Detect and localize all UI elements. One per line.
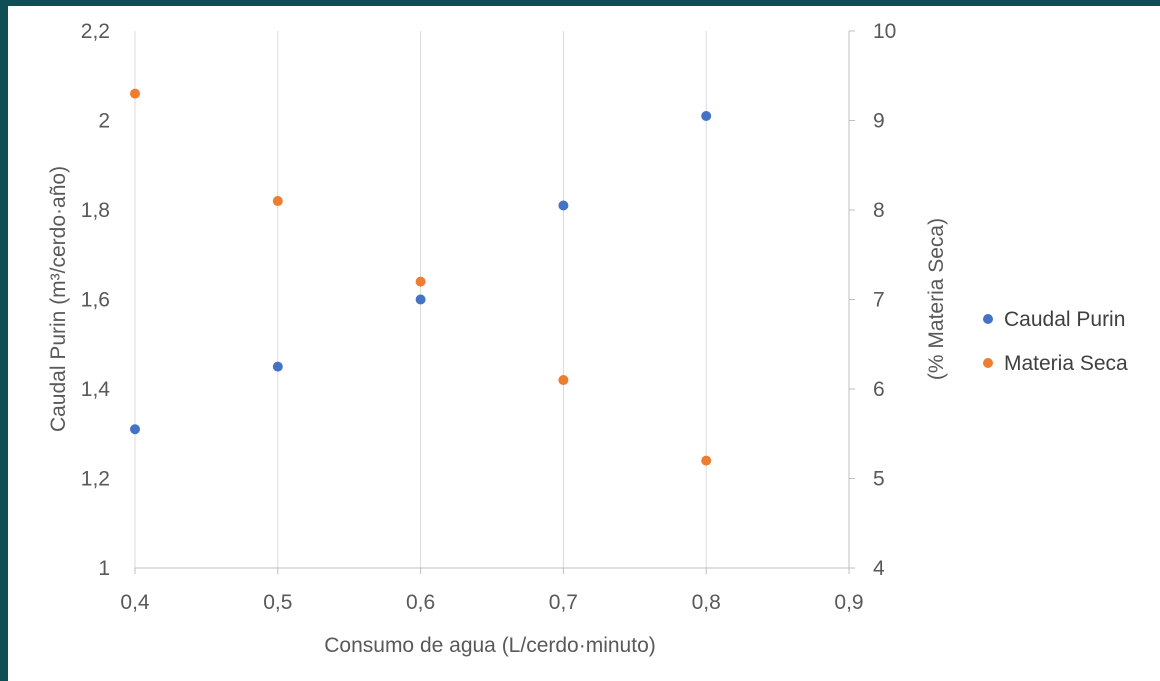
legend-label: Caudal Purin (1004, 308, 1125, 331)
tick-labels: 0,4 0,5 0,6 0,7 0,8 0,9 1 1,2 1,4 1,6 1,8 2 2,2 4 5 6 7 8… (81, 20, 897, 614)
caudal-purin-point (130, 424, 140, 435)
y-right-tick-label: 4 (873, 557, 885, 580)
materia-seca-point (701, 455, 712, 466)
caudal-purin-point (701, 111, 712, 122)
y-axis-left-title: Caudal Purin (m³/cerdo·año) (47, 166, 70, 432)
materia-seca-point (415, 276, 426, 287)
y-left-tick-label: 1,8 (81, 199, 110, 222)
y-left-tick-label: 1,4 (81, 378, 111, 401)
materia-seca-point (272, 196, 283, 207)
y-right-tick-label: 10 (873, 20, 896, 43)
y-right-tick-label: 8 (873, 199, 885, 222)
data-points (130, 88, 712, 466)
x-tick-label: 0,5 (263, 591, 292, 614)
scatter-chart: 0,4 0,5 0,6 0,7 0,8 0,9 1 1,2 1,4 1,6 1,8 2 2,2 4 5 6 7 8… (47, 20, 1128, 657)
y-left-tick-label: 1,6 (81, 289, 110, 312)
x-tick-label: 0,9 (834, 591, 863, 614)
y-axis-right-title: (% Materia Seca) (925, 218, 948, 380)
legend-marker (983, 358, 993, 368)
y-right-tick-label: 7 (873, 289, 885, 312)
x-axis-title: Consumo de agua (L/cerdo·minuto) (324, 634, 656, 657)
caudal-purin-point (272, 361, 283, 372)
x-tick-label: 0,6 (406, 591, 435, 614)
y-right-tick-label: 9 (873, 110, 885, 133)
materia-seca-point (558, 375, 569, 386)
legend-label: Materia Seca (1004, 352, 1128, 375)
materia-seca-point (130, 88, 140, 99)
x-tick-label: 0,7 (549, 591, 578, 614)
x-tick-label: 0,8 (692, 591, 721, 614)
grid-lines (134, 31, 850, 568)
y-left-tick-label: 2 (98, 110, 110, 133)
caudal-purin-point (415, 294, 426, 305)
legend: Caudal Purin Materia Seca (983, 308, 1128, 375)
y-right-tick-label: 6 (873, 378, 885, 401)
axes (134, 30, 855, 574)
y-left-tick-label: 1 (98, 557, 110, 580)
caudal-purin-point (558, 200, 569, 211)
y-left-tick-label: 2,2 (81, 20, 110, 43)
y-left-tick-label: 1,2 (81, 468, 110, 491)
legend-marker (983, 314, 993, 324)
chart-frame: 0,4 0,5 0,6 0,7 0,8 0,9 1 1,2 1,4 1,6 1,8 2 2,2 4 5 6 7 8… (8, 6, 1160, 681)
y-right-tick-label: 5 (873, 468, 885, 491)
x-tick-label: 0,4 (120, 591, 150, 614)
